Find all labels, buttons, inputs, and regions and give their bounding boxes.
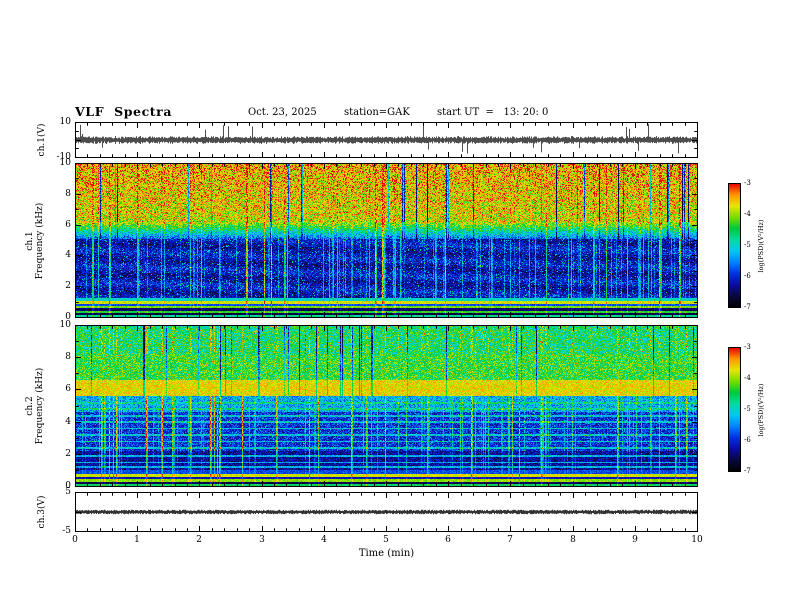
ch3-waveform-canvas: [75, 492, 698, 532]
y-tick-label-ch1f: 0: [65, 312, 71, 322]
x-tick-label: 9: [632, 535, 638, 545]
ch1-frequency-axis-label: ch.1 Frequency (kHz): [20, 163, 50, 318]
colorbar-tick-label-2: -6: [744, 436, 751, 444]
colorbar-ch1-canvas: [728, 183, 741, 308]
ch1-spectrogram-canvas: [75, 163, 698, 318]
time-axis-label: Time (min): [358, 548, 415, 559]
colorbar-ch2-unit-text: log(PSD)(V²/Hz): [757, 383, 765, 436]
y-tick-label-ch3v: 5: [65, 487, 71, 497]
x-tick-label: 6: [445, 535, 451, 545]
start-ut-label: start UT = 13: 20: 0: [437, 107, 549, 118]
x-tick-label: 10: [691, 535, 703, 545]
colorbar-tick-label-2: -5: [744, 405, 751, 413]
ch1-axis-channel-text: ch.1: [25, 230, 35, 251]
y-tick-label-ch2f: 2: [65, 449, 71, 459]
colorbar-tick-label-2: -7: [744, 467, 751, 475]
y-tick-label-ch2f: 4: [65, 417, 71, 427]
colorbar-ch2-canvas: [728, 347, 741, 472]
ch2-spectrogram-canvas: [75, 325, 698, 487]
x-tick-label: 2: [196, 535, 202, 545]
x-tick-label: 5: [383, 535, 389, 545]
colorbar-tick-label-1: -4: [744, 210, 751, 218]
colorbar-tick-label-1: -3: [744, 179, 751, 187]
colorbar-tick-label-2: -3: [744, 343, 751, 351]
colorbar-tick-label-1: -7: [744, 303, 751, 311]
y-tick-label-ch3v: -5: [62, 526, 71, 536]
y-tick-label-ch2f: 10: [59, 320, 71, 330]
y-tick-label-ch1v: -10: [56, 152, 72, 162]
date-label: Oct. 23, 2025: [248, 107, 317, 118]
y-tick-label-ch1f: 4: [65, 250, 71, 260]
colorbar-ch2-unit-label: log(PSD)(V²/Hz): [752, 347, 770, 472]
colorbar-tick-label-1: -6: [744, 272, 751, 280]
y-tick-label-ch1f: 6: [65, 220, 71, 230]
ch2-frequency-axis-label: ch.2 Frequency (kHz): [20, 325, 50, 487]
colorbar-ch1-unit-label: log(PSD)(V²/Hz): [752, 183, 770, 308]
x-tick-label: 0: [72, 535, 78, 545]
x-tick-label: 7: [507, 535, 513, 545]
x-tick-label: 3: [259, 535, 265, 545]
y-tick-label-ch1f: 10: [59, 158, 71, 168]
y-tick-label-ch2f: 8: [65, 352, 71, 362]
y-tick-label-ch1f: 2: [65, 281, 71, 291]
colorbar-tick-label-1: -5: [744, 241, 751, 249]
station-label: station=GAK: [344, 107, 410, 118]
y-tick-label-ch2f: 0: [65, 481, 71, 491]
ch2-axis-channel-text: ch.2: [25, 396, 35, 416]
ch1-axis-frequency-text: Frequency (kHz): [35, 202, 45, 279]
plot-title: VLF Spectra: [75, 104, 173, 119]
y-tick-label-ch1v: 10: [59, 117, 71, 127]
ch3-voltage-axis-text: ch.3(V): [37, 495, 47, 529]
ch2-axis-frequency-text: Frequency (kHz): [35, 367, 45, 445]
colorbar-tick-label-2: -4: [744, 374, 751, 382]
x-tick-label: 4: [321, 535, 327, 545]
ch1-waveform-canvas: [75, 122, 698, 158]
y-tick-label-ch1f: 8: [65, 189, 71, 199]
x-tick-label: 8: [570, 535, 576, 545]
y-tick-label-ch2f: 6: [65, 384, 71, 394]
x-tick-label: 1: [134, 535, 140, 545]
colorbar-ch1-unit-text: log(PSD)(V²/Hz): [757, 219, 765, 272]
